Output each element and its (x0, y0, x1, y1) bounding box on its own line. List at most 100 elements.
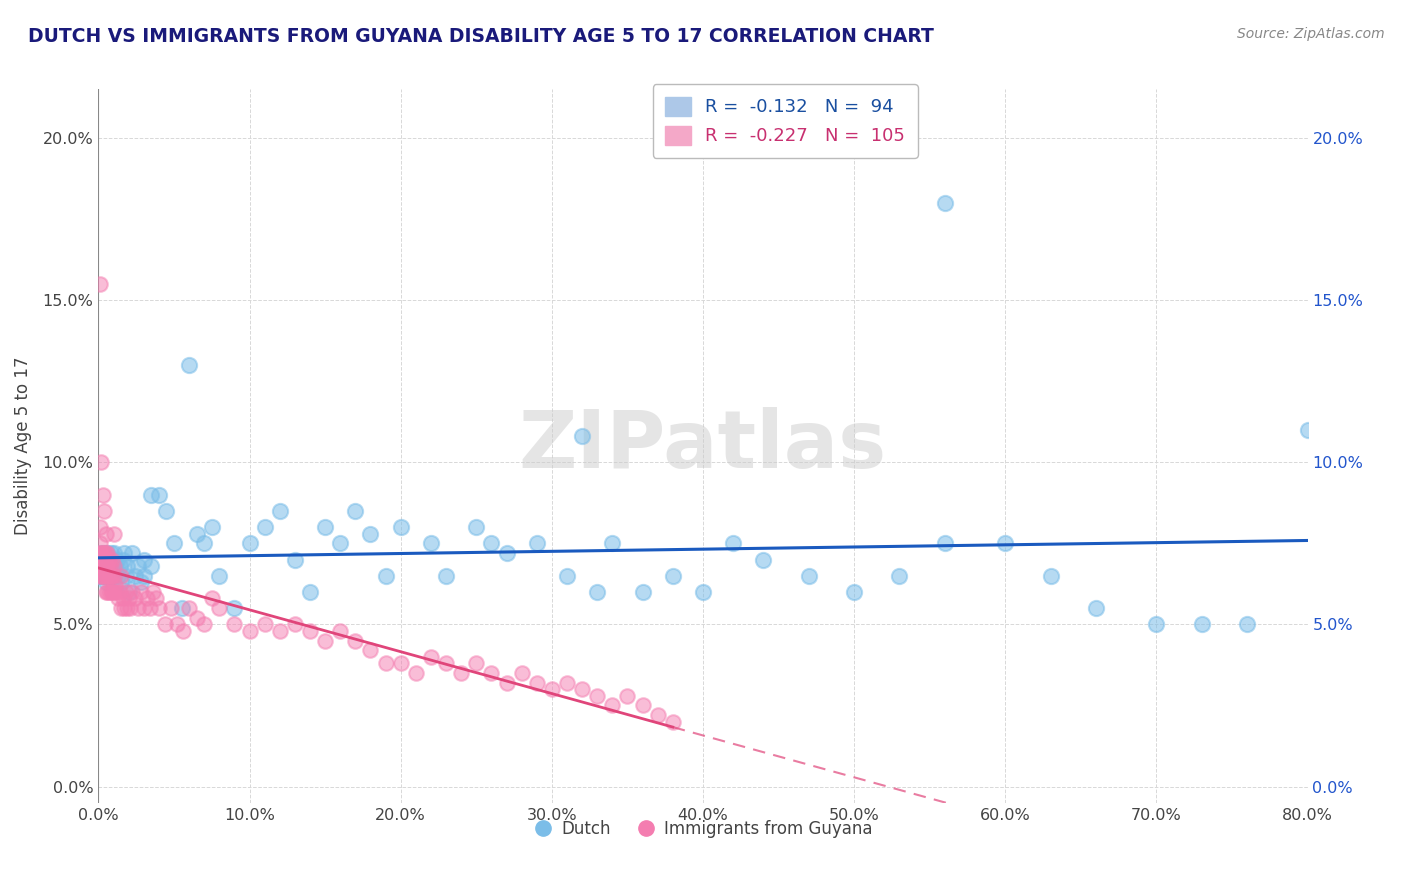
Point (90, 559, 112, 574)
Point (94, 585, 117, 599)
Point (127, 601, 149, 615)
Point (1191, 617, 1213, 632)
Point (253, 520, 276, 534)
Point (105, 552, 128, 566)
Point (118, 591, 141, 606)
Point (481, 666, 503, 681)
Point (129, 575, 152, 590)
Point (93, 504, 115, 518)
Point (616, 689, 638, 703)
Point (723, 536, 745, 550)
Point (96, 546, 118, 560)
Point (115, 559, 138, 574)
Point (89, 552, 111, 566)
Point (110, 601, 132, 615)
Point (1039, 568, 1062, 582)
Point (193, 617, 215, 632)
Point (93, 568, 115, 582)
Point (98, 566, 121, 580)
Point (253, 617, 276, 632)
Point (481, 536, 503, 550)
Point (172, 624, 194, 638)
Point (100, 568, 122, 582)
Point (112, 546, 135, 560)
Point (101, 559, 124, 574)
Point (90, 568, 112, 582)
Point (101, 585, 124, 599)
Point (100, 546, 122, 560)
Point (94, 575, 117, 590)
Point (179, 601, 201, 615)
Point (108, 585, 131, 599)
Point (465, 657, 488, 671)
Point (752, 552, 775, 566)
Point (93, 568, 115, 582)
Legend: Dutch, Immigrants from Guyana: Dutch, Immigrants from Guyana (526, 814, 880, 845)
Point (661, 568, 683, 582)
Point (98, 559, 121, 574)
Point (405, 666, 427, 681)
Point (91, 552, 114, 566)
Point (103, 559, 125, 574)
Point (374, 657, 396, 671)
Point (155, 504, 177, 518)
Point (139, 601, 162, 615)
Point (141, 559, 163, 574)
Point (284, 617, 307, 632)
Point (93, 559, 115, 574)
Point (89, 536, 111, 550)
Point (269, 624, 291, 638)
Point (114, 568, 136, 582)
Point (495, 546, 517, 560)
Point (124, 591, 146, 606)
Point (797, 568, 820, 582)
Point (434, 568, 457, 582)
Point (93, 556, 115, 570)
Point (135, 591, 157, 606)
Point (127, 559, 149, 574)
Point (112, 601, 135, 615)
Point (96, 559, 118, 574)
Point (90, 546, 112, 560)
Point (201, 520, 224, 534)
Point (1085, 601, 1108, 615)
Point (93, 546, 115, 560)
Point (90, 455, 112, 469)
Point (450, 666, 472, 681)
Point (344, 633, 367, 648)
Point (495, 675, 517, 690)
Point (586, 689, 609, 703)
Point (115, 601, 138, 615)
Point (602, 536, 624, 550)
Point (118, 585, 141, 599)
Point (434, 657, 457, 671)
Point (91, 552, 114, 566)
Point (571, 429, 593, 443)
Point (142, 585, 165, 599)
Point (1296, 423, 1319, 437)
Point (89, 559, 111, 574)
Point (661, 714, 683, 729)
Point (129, 585, 152, 599)
Point (186, 611, 208, 625)
Point (96, 559, 118, 574)
Point (107, 591, 129, 606)
Point (111, 552, 134, 566)
Point (631, 698, 654, 713)
Point (145, 591, 167, 606)
Point (1144, 617, 1167, 632)
Point (239, 624, 262, 638)
Point (103, 526, 125, 541)
Point (420, 649, 443, 664)
Point (526, 675, 548, 690)
Point (201, 591, 224, 606)
Point (555, 568, 578, 582)
Point (186, 526, 208, 541)
Point (94, 552, 117, 566)
Point (105, 585, 128, 599)
Point (91, 568, 114, 582)
Point (101, 568, 124, 582)
Point (100, 559, 122, 574)
Point (571, 682, 593, 697)
Point (284, 552, 307, 566)
